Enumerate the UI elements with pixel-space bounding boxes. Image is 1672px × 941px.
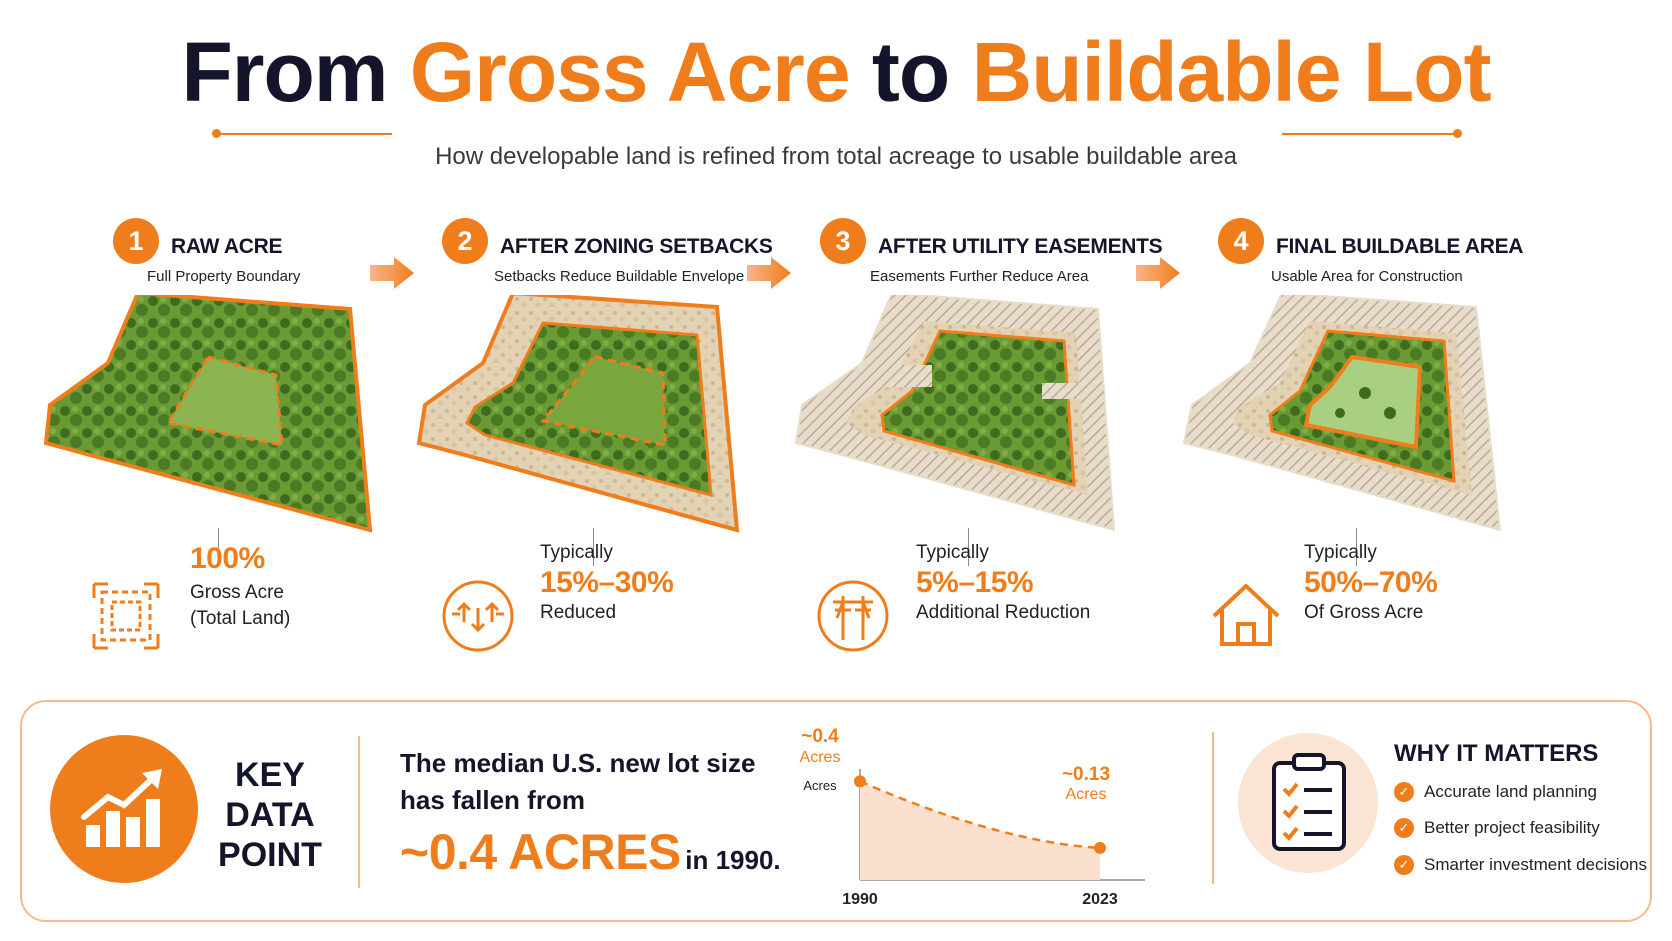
chart-end-value-label: ~0.13 [1062, 764, 1110, 785]
why-item-1-label: Accurate land planning [1424, 782, 1597, 801]
divider-1 [358, 736, 360, 888]
why-title: WHY IT MATTERS [1394, 740, 1599, 767]
key-data-big-suffix: in 1990. [685, 845, 781, 875]
key-data-label: KEY DATA POINT [200, 755, 340, 875]
chart-x-tick-1990: 1990 [842, 891, 878, 908]
zoning-setbacks-map [416, 295, 740, 533]
check-icon: ✓ [1394, 782, 1414, 802]
leader-line-4 [1356, 528, 1357, 566]
why-item-2-label: Better project feasibility [1424, 818, 1600, 837]
why-badge [1238, 733, 1378, 873]
title-part-from: From [181, 25, 388, 119]
page-title: From Gross Acre to Buildable Lot [0, 28, 1672, 116]
stat-4: Typically 50%–70% Of Gross Acre [1304, 542, 1438, 624]
chart-point-1990 [854, 775, 866, 788]
stat-1: 100% Gross Acre (Total Land) [190, 542, 290, 630]
why-item-2: ✓ Better project feasibility [1394, 818, 1600, 838]
setback-arrows-icon [442, 580, 514, 652]
flow-arrow-3-icon [1136, 257, 1180, 289]
step-4-number: 4 [1218, 218, 1264, 264]
step-3-subtitle: Easements Further Reduce Area [870, 268, 1089, 285]
raw-acre-map [43, 295, 373, 533]
step-4-title: FINAL BUILDABLE AREA [1276, 235, 1524, 258]
title-rule-dot-left [212, 129, 221, 138]
step-4-subtitle: Usable Area for Construction [1271, 268, 1463, 285]
title-rule-dot-right [1453, 129, 1462, 138]
title-part-buildable-lot: Buildable Lot [971, 25, 1492, 119]
clipboard-checklist-icon [1272, 753, 1346, 851]
step-1-title: RAW ACRE [171, 235, 283, 258]
why-item-1: ✓ Accurate land planning [1394, 782, 1597, 802]
title-part-to: to [871, 25, 950, 119]
stat-3: Typically 5%–15% Additional Reduction [916, 542, 1090, 624]
chart-start-value-label: ~0.4 [801, 726, 839, 747]
chart-area-fill [860, 781, 1100, 880]
chart-x-tick-2023: 2023 [1082, 891, 1118, 908]
stat-1-value: 100% [190, 542, 265, 575]
stat-2-label: Reduced [540, 602, 617, 623]
leader-line-2 [593, 528, 594, 566]
stat-2: Typically 15%–30% Reduced [540, 542, 674, 624]
stat-3-label: Additional Reduction [916, 602, 1091, 623]
key-data-highlight: ~0.4 ACRES in 1990. [400, 823, 781, 881]
title-rule-left [216, 133, 392, 135]
step-3-number: 3 [820, 218, 866, 264]
chart-point-2023 [1094, 841, 1106, 854]
key-data-badge [50, 735, 198, 883]
step-1-number: 1 [113, 218, 159, 264]
step-2-subtitle: Setbacks Reduce Buildable Envelope [494, 268, 745, 285]
stat-3-value: 5%–15% [916, 566, 1034, 599]
key-data-panel [20, 700, 1652, 922]
flow-arrow-2-icon [747, 257, 791, 289]
lot-size-chart: ~0.4 Acres Acres ~0.13 Acres 1990 2023 [800, 726, 1145, 908]
why-item-3: ✓ Smarter investment decisions [1394, 855, 1647, 875]
key-data-label-2: DATA [225, 796, 315, 834]
key-data-big-value: ~0.4 ACRES [400, 824, 681, 880]
stat-1-label-1: Gross Acre [190, 582, 284, 603]
stat-2-pre: Typically [540, 542, 613, 563]
step-1-subtitle: Full Property Boundary [147, 268, 301, 285]
stat-4-label: Of Gross Acre [1304, 602, 1424, 623]
final-buildable-map [1182, 295, 1502, 532]
boundary-icon [92, 582, 160, 650]
utility-easements-map [794, 295, 1116, 532]
step-3-title: AFTER UTILITY EASEMENTS [878, 235, 1163, 258]
flow-arrow-1-icon [370, 257, 414, 289]
title-rule-right [1282, 133, 1458, 135]
leader-line-1 [218, 528, 219, 566]
key-data-label-1: KEY [235, 756, 305, 794]
utility-pole-icon [817, 580, 889, 652]
stat-4-pre: Typically [1304, 542, 1377, 563]
why-item-3-label: Smarter investment decisions [1424, 855, 1647, 874]
chart-y-axis-label: Acres [803, 778, 837, 793]
key-data-label-3: POINT [218, 836, 322, 874]
chart-end-unit-label: Acres [1066, 786, 1107, 803]
stat-3-pre: Typically [916, 542, 989, 563]
chart-series-line [859, 780, 1101, 850]
check-icon: ✓ [1394, 818, 1414, 838]
chart-start-unit-label: Acres [800, 749, 841, 766]
step-2-title: AFTER ZONING SETBACKS [500, 235, 773, 258]
page-subtitle: How developable land is refined from tot… [435, 143, 1237, 170]
stat-4-value: 50%–70% [1304, 566, 1438, 599]
divider-2 [1212, 732, 1214, 884]
stat-1-label-2: (Total Land) [190, 608, 291, 629]
stat-2-value: 15%–30% [540, 566, 674, 599]
growth-chart-icon [81, 769, 162, 847]
house-icon [1212, 584, 1280, 646]
leader-line-3 [968, 528, 969, 566]
key-data-text: The median U.S. new lot size has fallen … [400, 745, 755, 819]
step-2-number: 2 [442, 218, 488, 264]
title-part-gross-acre: Gross Acre [409, 25, 851, 119]
check-icon: ✓ [1394, 855, 1414, 875]
key-data-text-1: The median U.S. new lot size [400, 748, 756, 778]
key-data-text-2: has fallen from [400, 785, 585, 815]
